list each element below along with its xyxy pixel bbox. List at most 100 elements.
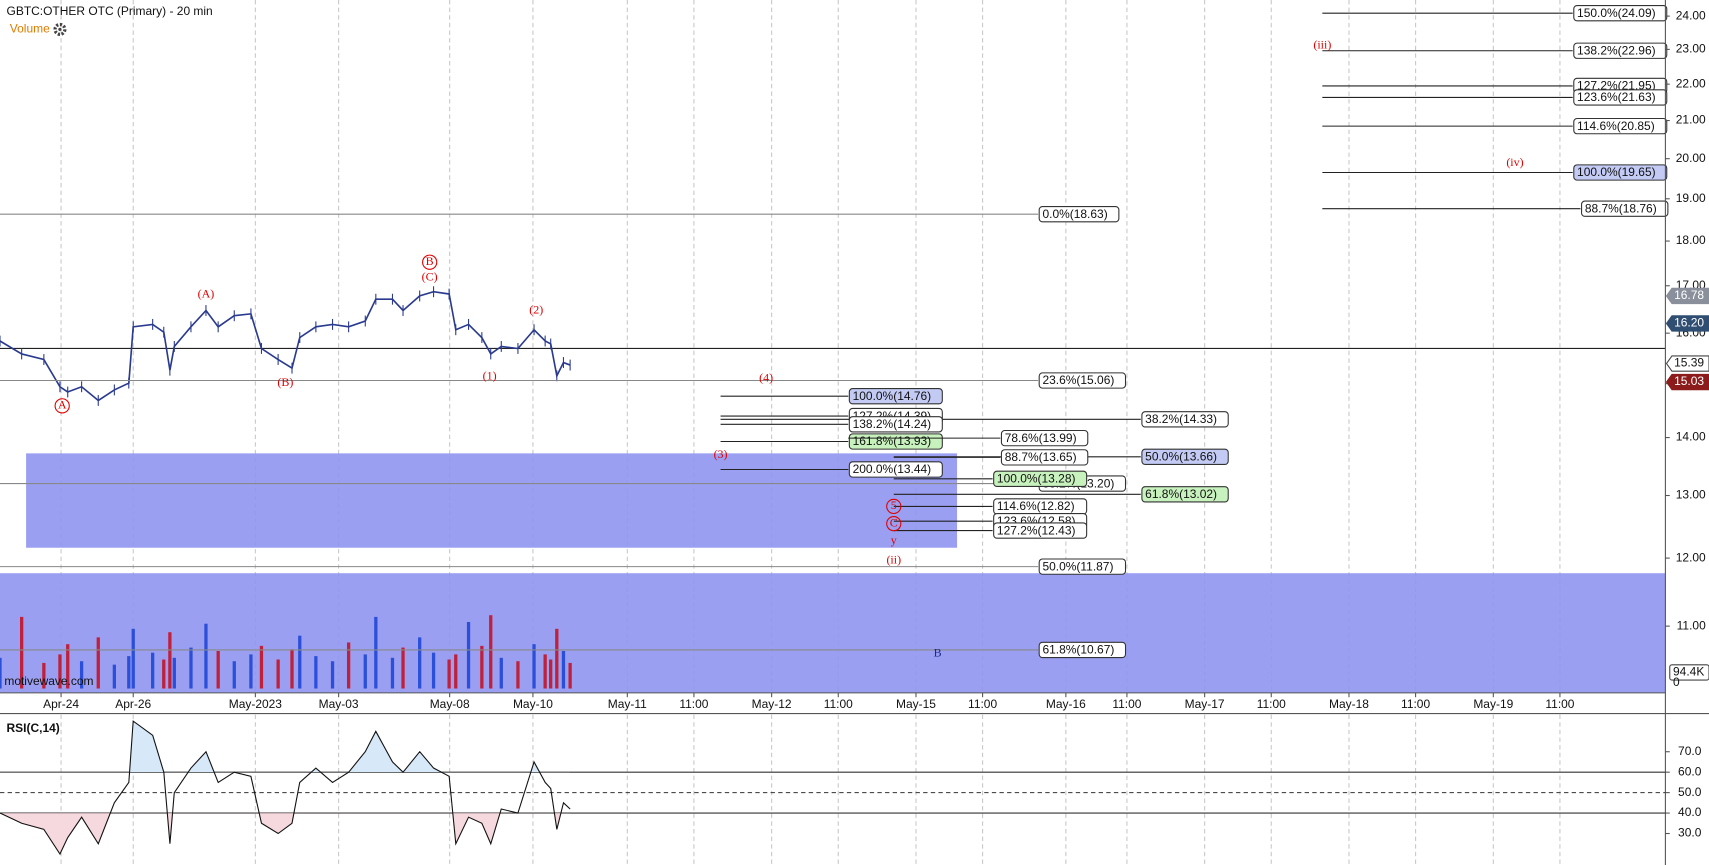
volume-bar	[162, 659, 166, 689]
fib-label-box	[1000, 429, 1089, 447]
gear[interactable]	[53, 22, 67, 36]
x-tick-label: May-11	[608, 697, 647, 711]
fib-label-box	[993, 470, 1088, 488]
volume-bar	[431, 652, 436, 689]
x-tick-label: May-15	[896, 697, 936, 711]
volume-bar	[172, 657, 176, 689]
volume-bar	[418, 637, 422, 689]
x-tick-label: 11:00	[1401, 697, 1430, 711]
fib-label: 200.0%(13.44)	[853, 462, 932, 476]
fib-label: 88.7%(13.65)	[1005, 450, 1077, 464]
wave-label: y	[891, 533, 897, 547]
y-tick-label: 13.00	[1676, 488, 1706, 502]
y-tick-label: 19.00	[1676, 191, 1706, 205]
price-tag-label: 16.20	[1674, 316, 1704, 330]
volume-bar	[112, 664, 116, 689]
volume-bar	[568, 662, 572, 689]
fib-label: 127.2%(21.95)	[1577, 79, 1656, 93]
fib-label: 50.0%(11.87)	[1042, 559, 1113, 573]
x-tick-label: 11:00	[824, 697, 853, 711]
volume-bar	[489, 615, 493, 689]
x-tick-label: Apr-26	[115, 697, 151, 711]
x-tick-label: 11:00	[679, 697, 708, 711]
volume-bar	[216, 650, 220, 689]
wave-label: (B)	[277, 375, 293, 389]
fib-label: 114.6%(20.85)	[1577, 119, 1655, 133]
fib-label-box	[1581, 200, 1669, 217]
x-tick-label: May-18	[1329, 697, 1369, 711]
wave-label: (1)	[483, 369, 497, 383]
rsi-label: RSI(C,14)	[7, 721, 60, 735]
x-tick-label: 11:00	[1257, 697, 1286, 711]
wave-label: B	[934, 645, 942, 659]
fib-label-box	[993, 522, 1088, 539]
volume-bar	[363, 654, 367, 689]
rsi-tick-label: 60.0	[1678, 764, 1702, 778]
volume-bar	[0, 657, 2, 689]
wave-circle	[54, 398, 70, 414]
fib-label-box	[1038, 641, 1127, 659]
volume-bar	[454, 654, 458, 689]
price-tag	[1665, 373, 1709, 391]
fib-label-box	[1000, 449, 1089, 466]
volume-bar	[79, 661, 84, 689]
fib-label: 38.2%(14.33)	[1145, 412, 1217, 426]
y-tick-label: 23.00	[1676, 42, 1706, 56]
wave-label: (A)	[198, 287, 215, 301]
volume-bar	[555, 628, 559, 689]
y-tick-label: 24.00	[1676, 8, 1706, 22]
volume-bar	[58, 654, 62, 689]
volume-label: Volume	[10, 22, 50, 36]
fib-label-box	[1038, 372, 1127, 389]
volume-bar	[127, 656, 131, 689]
volume-bar	[516, 661, 520, 689]
fib-label: 138.2%(14.24)	[853, 417, 932, 431]
volume-bar	[466, 622, 471, 689]
wave-label: B	[426, 254, 434, 268]
volume-bar	[290, 649, 294, 689]
wave-label: C	[890, 515, 898, 529]
x-tick-label: Apr-24	[43, 697, 79, 711]
fib-label: 138.2%(22.96)	[1577, 43, 1656, 57]
y-tick-label: 12.00	[1676, 550, 1706, 564]
price-tag-label: 15.03	[1674, 374, 1704, 388]
fib-label-box	[1141, 486, 1229, 503]
volume-bar	[447, 659, 451, 689]
wave-label: (iii)	[1313, 37, 1331, 51]
rsi-tick-label: 50.0	[1678, 785, 1702, 799]
rsi-tick-label: 70.0	[1678, 744, 1702, 758]
wave-label: 5	[891, 498, 897, 512]
fib-label: 50.0%(13.66)	[1145, 450, 1217, 464]
fib-label: 100.0%(14.76)	[853, 389, 932, 403]
fib-label-box	[848, 388, 943, 405]
wave-label: (3)	[714, 447, 728, 461]
rsi-line	[0, 720, 571, 856]
volume-tag	[1669, 664, 1709, 681]
volume-bar	[189, 647, 193, 689]
volume-bar	[249, 654, 253, 689]
x-tick-label: May-03	[319, 697, 359, 711]
price-tag	[1665, 355, 1709, 372]
wave-circle	[886, 516, 902, 532]
y-tick-label: 21.00	[1676, 113, 1706, 127]
fib-label-box	[1573, 89, 1668, 106]
fib-label-box	[1573, 164, 1668, 181]
volume-bar	[390, 657, 395, 689]
fib-label-box	[1038, 558, 1127, 575]
volume-bar	[543, 654, 547, 689]
y-tick-label: 14.00	[1676, 430, 1706, 444]
x-tick-label: 11:00	[968, 697, 997, 711]
rsi-oversold-fill	[0, 813, 571, 854]
volume-bar	[259, 645, 264, 689]
price-tag	[1665, 315, 1709, 332]
y-tick-label: 20.00	[1676, 151, 1706, 165]
x-tick-label: May-17	[1185, 697, 1225, 711]
x-tick-label: May-2023	[229, 697, 283, 711]
fib-label: 0.0%(18.63)	[1042, 207, 1107, 221]
gear-hub[interactable]	[58, 27, 62, 32]
fib-label-box	[848, 461, 943, 478]
settings-icon[interactable]	[53, 22, 67, 36]
fib-label-box	[1573, 5, 1668, 22]
volume-tag-label: 94.4K	[1673, 665, 1704, 679]
